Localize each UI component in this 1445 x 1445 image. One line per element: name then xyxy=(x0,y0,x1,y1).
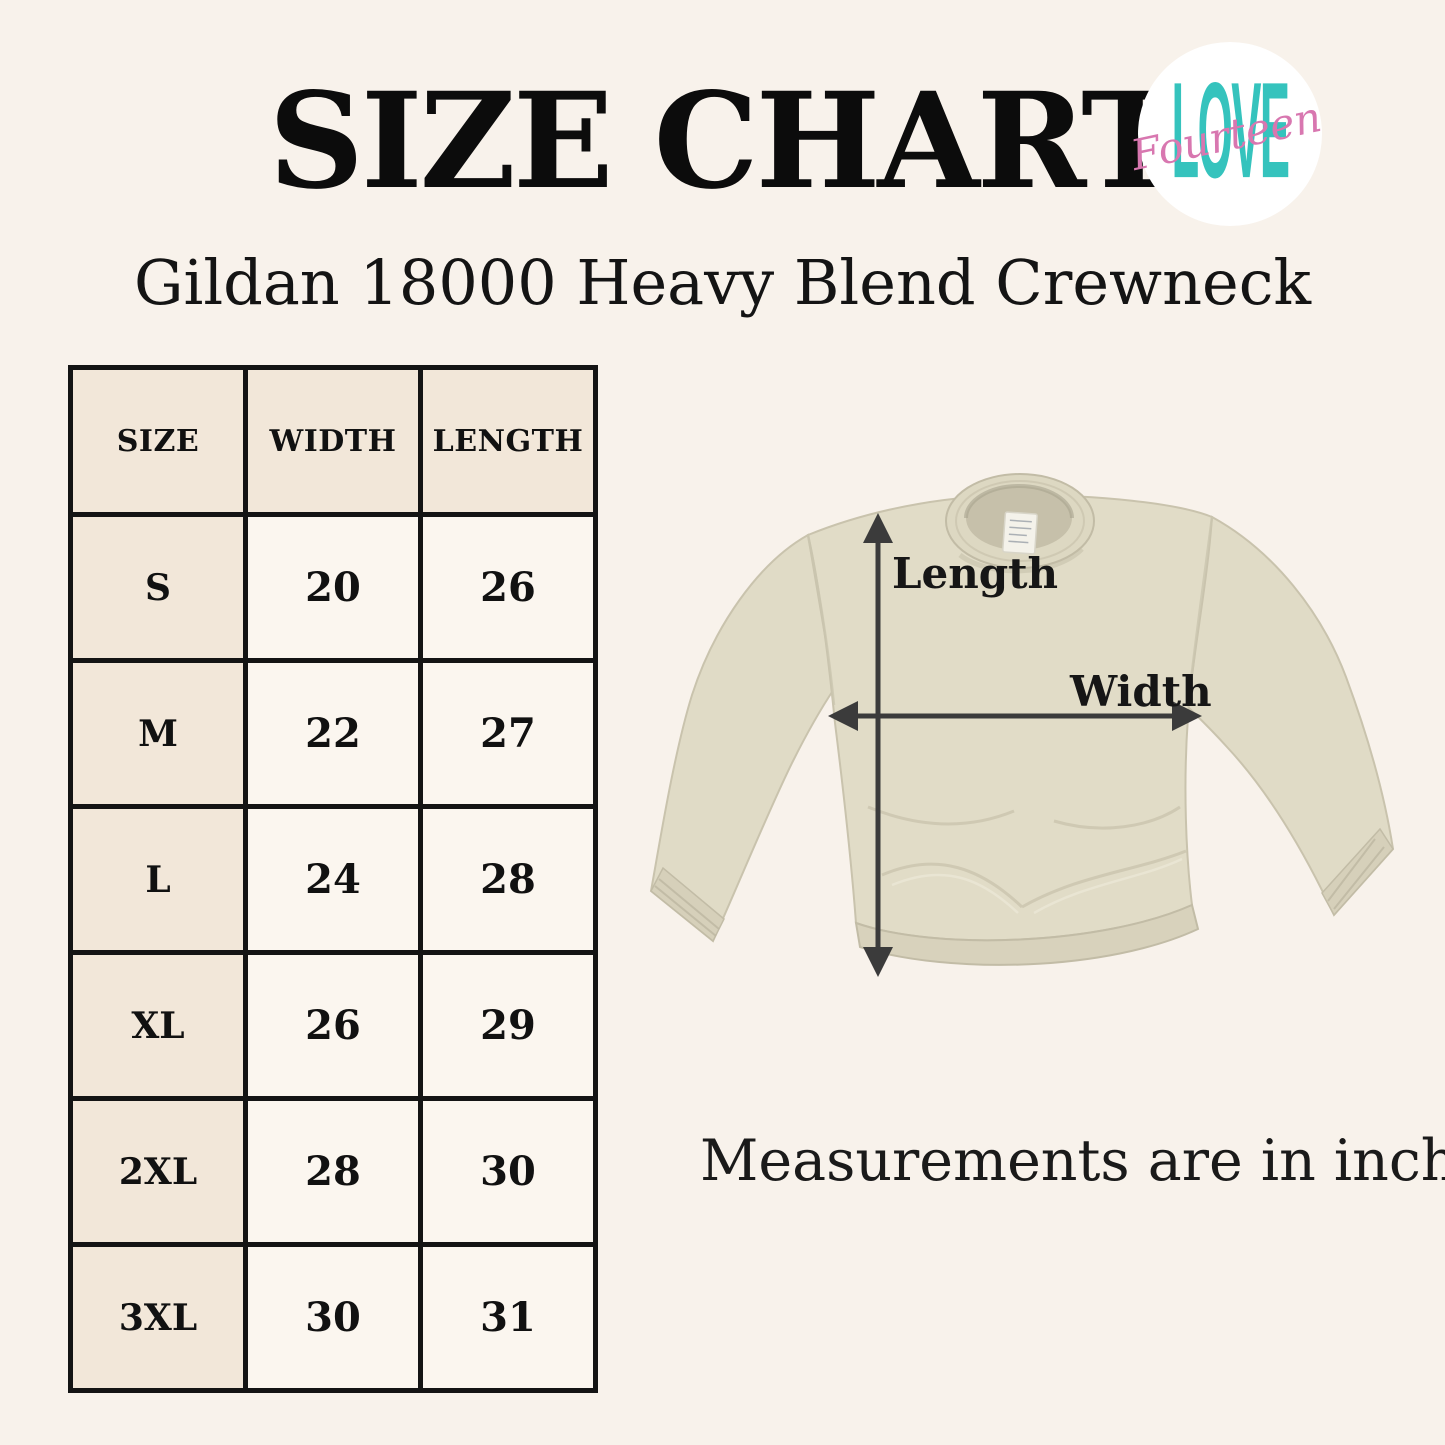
right-sleeve xyxy=(1186,515,1395,917)
width-label: Width xyxy=(1070,667,1212,716)
col-header-size: SIZE xyxy=(68,365,248,517)
width-arrow xyxy=(828,701,1202,731)
table-row: L 24 28 xyxy=(68,804,598,955)
sweatshirt-diagram: Length Width xyxy=(630,455,1430,1015)
size-label: XL xyxy=(68,950,248,1101)
logo-love-wordmark: LOVE xyxy=(1171,54,1290,208)
hem-band xyxy=(854,903,1200,966)
brand-logo: LOVE Fourteen xyxy=(1127,42,1326,226)
size-label: L xyxy=(68,804,248,955)
neck-tag-text xyxy=(1008,519,1032,544)
length-value: 29 xyxy=(418,950,598,1101)
table-row: 3XL 30 31 xyxy=(68,1242,598,1393)
neck-tag xyxy=(1002,511,1038,555)
right-cuff xyxy=(1321,827,1394,917)
width-value: 22 xyxy=(243,658,423,809)
length-value: 26 xyxy=(418,512,598,663)
size-label: 2XL xyxy=(68,1096,248,1247)
length-value: 27 xyxy=(418,658,598,809)
table-row: S 20 26 xyxy=(68,512,598,663)
length-value: 28 xyxy=(418,804,598,955)
table-row: M 22 27 xyxy=(68,658,598,809)
col-header-length: LENGTH xyxy=(418,365,598,517)
length-arrow xyxy=(863,513,893,977)
width-value: 26 xyxy=(243,950,423,1101)
table-row: XL 26 29 xyxy=(68,950,598,1101)
size-label: S xyxy=(68,512,248,663)
table-header-row: SIZE WIDTH LENGTH xyxy=(68,365,598,517)
length-value: 30 xyxy=(418,1096,598,1247)
col-header-width: WIDTH xyxy=(243,365,423,517)
left-sleeve xyxy=(649,533,836,943)
width-value: 30 xyxy=(243,1242,423,1393)
width-value: 24 xyxy=(243,804,423,955)
table-row: 2XL 28 30 xyxy=(68,1096,598,1247)
size-table: SIZE WIDTH LENGTH S 20 26 M 22 27 L 24 2… xyxy=(68,365,598,1393)
length-label: Length xyxy=(892,549,1059,598)
page-title: SIZE CHART xyxy=(268,64,1180,219)
product-subtitle: Gildan 18000 Heavy Blend Crewneck xyxy=(133,246,1312,319)
size-label: M xyxy=(68,658,248,809)
sweatshirt-photo xyxy=(649,473,1395,977)
width-value: 28 xyxy=(243,1096,423,1247)
units-note: Measurements are in inches xyxy=(700,1128,1445,1194)
length-value: 31 xyxy=(418,1242,598,1393)
width-value: 20 xyxy=(243,512,423,663)
size-label: 3XL xyxy=(68,1242,248,1393)
